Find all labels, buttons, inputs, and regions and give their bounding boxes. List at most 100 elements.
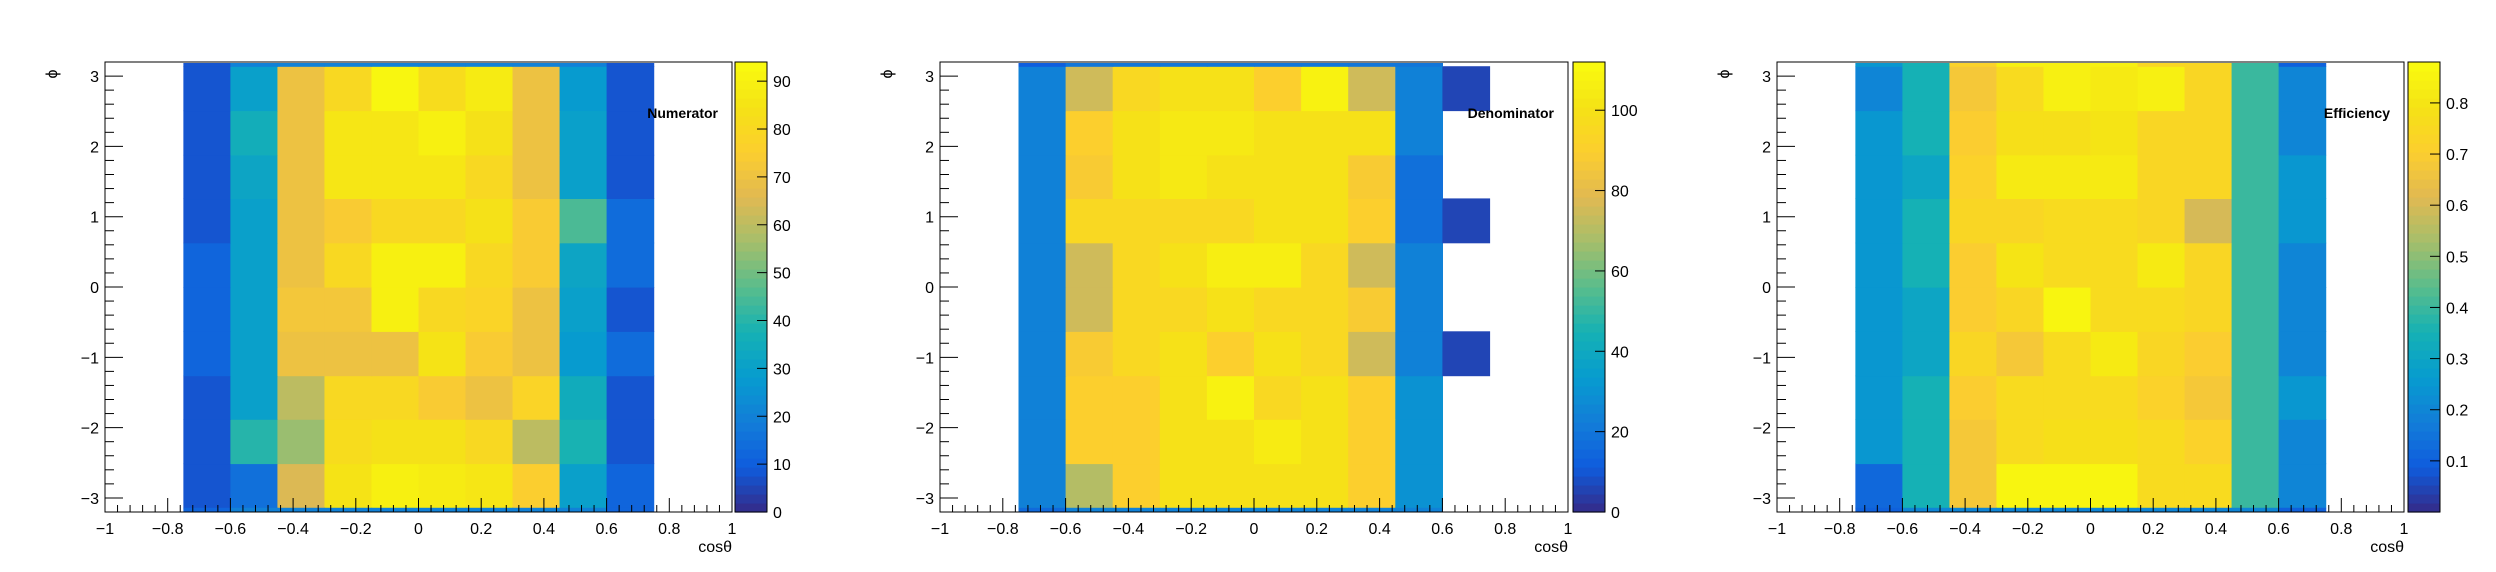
color-bar-label: 40	[773, 314, 791, 331]
color-bar-label: 30	[773, 361, 791, 378]
heatmap-cell	[1996, 154, 2045, 200]
y-tick-label: 1	[90, 210, 99, 227]
y-axis-title: ϕ	[879, 69, 896, 78]
color-bar-step	[1573, 125, 1605, 135]
color-bar-step	[735, 359, 767, 369]
color-bar-step	[2408, 242, 2440, 252]
heatmap-cell	[2231, 154, 2280, 200]
heatmap-cell	[1018, 463, 1067, 509]
heatmap-cell	[559, 110, 608, 156]
heatmap-cell	[2231, 375, 2280, 420]
color-bar-step	[2408, 332, 2440, 342]
heatmap-cell	[277, 154, 326, 200]
heatmap-cell	[1949, 154, 1998, 200]
heatmap-cell	[2184, 419, 2233, 465]
color-bar-step	[1573, 260, 1605, 270]
heatmap-cell	[465, 507, 514, 512]
heatmap-cell	[371, 63, 420, 67]
x-axis-title: cosθ	[1534, 539, 1568, 556]
x-tick-label: −0.8	[987, 521, 1019, 538]
color-bar-step	[735, 431, 767, 441]
heatmap-cell	[559, 287, 608, 332]
heatmap-cell	[2043, 463, 2092, 509]
heatmap-cell	[2090, 242, 2139, 288]
heatmap-cell	[1065, 375, 1114, 420]
heatmap-cell	[559, 507, 608, 512]
heatmap-cell	[1301, 66, 1349, 112]
color-bar-step	[735, 296, 767, 306]
y-tick-label: −3	[1753, 491, 1771, 508]
heatmap-cell	[2090, 419, 2139, 465]
color-bar-step	[1573, 377, 1605, 387]
heatmap-cell	[1301, 242, 1349, 288]
heatmap-cell	[1996, 463, 2045, 509]
heatmap-cell	[230, 66, 279, 112]
color-bar-label: 0.5	[2446, 249, 2468, 266]
heatmap-cell	[1855, 110, 1903, 156]
color-bar-step	[1573, 242, 1605, 252]
color-bar-step	[735, 395, 767, 405]
color-bar-label: 0.6	[2446, 198, 2468, 215]
heatmap-cell	[1112, 419, 1161, 465]
color-bar-step	[1573, 170, 1605, 180]
heatmap-cell	[230, 63, 279, 67]
heatmap-cell	[2137, 154, 2186, 200]
heatmap-cell	[1855, 287, 1903, 332]
heatmap-cell	[183, 63, 231, 67]
y-tick-label: −2	[1753, 421, 1771, 438]
chart-title: Denominator	[1468, 105, 1555, 121]
heatmap-cell	[1159, 198, 1208, 244]
color-bar-label: 40	[1611, 344, 1629, 361]
heatmap-cell	[1112, 331, 1161, 377]
heatmap-cell	[1395, 154, 1443, 200]
heatmap-cell	[2184, 66, 2233, 112]
heatmap-cell	[2278, 287, 2327, 332]
color-bar-step	[735, 377, 767, 387]
heatmap-cell	[1018, 242, 1067, 288]
heatmap-cell	[418, 507, 467, 512]
heatmap-cell	[465, 419, 514, 465]
heatmap-cell	[2184, 375, 2233, 420]
heatmap-cell	[183, 66, 231, 112]
heatmap-cell	[2278, 331, 2327, 377]
heatmap-cell	[2043, 110, 2092, 156]
color-bar-step	[2408, 170, 2440, 180]
heatmap-cell	[1065, 419, 1114, 465]
heatmap-cell	[1348, 66, 1396, 112]
heatmap-cell	[465, 110, 514, 156]
color-bar-step	[1573, 98, 1605, 108]
heatmap-cell	[1206, 375, 1255, 420]
heatmap-cell	[465, 63, 514, 67]
heatmap-cell	[2231, 63, 2280, 67]
heatmap-cell	[512, 63, 561, 67]
color-bar-step	[2408, 476, 2440, 486]
color-bar-step	[2408, 215, 2440, 225]
color-bar-step	[2408, 161, 2440, 171]
color-bar-label: 0.4	[2446, 300, 2468, 317]
color-bar-step	[2408, 107, 2440, 117]
heatmap-cell	[1348, 331, 1396, 377]
color-bar-step	[1573, 341, 1605, 351]
color-bar-label: 0.2	[2446, 403, 2468, 420]
x-tick-label: 1	[728, 521, 737, 538]
heatmap-cell	[1206, 287, 1255, 332]
heatmap-cell	[1301, 331, 1349, 377]
heatmap-cell	[1902, 419, 1951, 465]
heatmap-cell	[606, 419, 655, 465]
heatmap-cell	[1949, 63, 1998, 67]
heatmap-cell	[1949, 287, 1998, 332]
heatmap-cell	[1395, 242, 1443, 288]
heatmap-cells	[1018, 63, 1491, 512]
heatmap-cell	[606, 287, 655, 332]
heatmap-cell	[1254, 110, 1302, 156]
heatmap-cell	[1902, 463, 1951, 509]
y-axis-title: ϕ	[1716, 69, 1733, 78]
heatmap-cell	[418, 463, 467, 509]
color-bar-step	[2408, 485, 2440, 495]
heatmap-cell	[324, 198, 373, 244]
color-bar-step	[735, 197, 767, 207]
heatmap-cell	[1902, 63, 1951, 67]
heatmap-cell	[1018, 375, 1067, 420]
color-bar-step	[735, 440, 767, 450]
y-tick-label: −1	[916, 350, 934, 367]
